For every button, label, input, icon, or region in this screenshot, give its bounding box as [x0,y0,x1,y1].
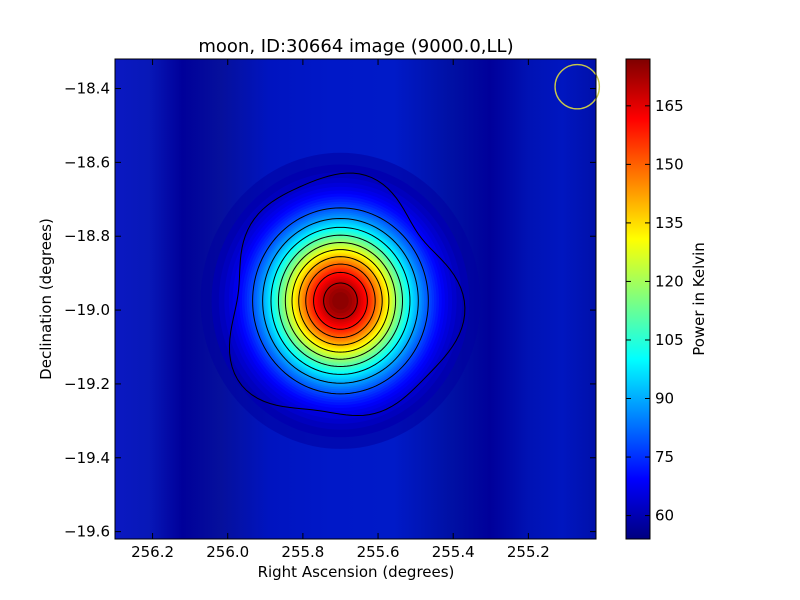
contour-line [284,241,397,360]
contour-line [291,249,390,353]
x-tick-label: 255.4 [432,543,475,561]
source-band [332,292,349,310]
colorbar-label: Power in Kelvin [690,242,708,356]
colorbar-gradient [625,58,651,540]
contour-line [262,217,419,384]
contour-line [277,234,404,368]
colorbar-tick-label: 135 [655,214,684,232]
beam-marker [554,63,601,110]
y-axis-ticks: −18.4 −18.6 −18.8 −19.0 −19.2 −19.4 −19.6 [64,80,596,541]
contour-line [313,271,368,330]
y-tick-label: −18.4 [64,80,110,98]
colorbar-tick-label: 60 [655,507,674,525]
colorbar: 60 75 90 105 120 135 150 165 Power in Kelvin [625,58,708,540]
y-tick-label: −19.4 [64,449,110,467]
colorbar-tick-label: 165 [655,97,684,115]
plot-area [114,58,601,540]
colorbar-ticks: 60 75 90 105 120 135 150 165 [626,97,684,525]
y-tick-label: −18.6 [64,153,110,171]
x-tick-label: 256.2 [131,543,174,561]
contour-line [228,172,466,417]
colorbar-tick-label: 105 [655,331,684,349]
y-tick-label: −18.8 [64,227,110,245]
y-axis-label: Declination (degrees) [37,218,55,380]
colorbar-tick-label: 150 [655,155,684,173]
y-tick-label: −19.0 [64,301,110,319]
contour-layer [228,172,466,417]
contour-line [323,282,358,320]
x-axis-label: Right Ascension (degrees) [258,563,455,581]
colorbar-tick-label: 75 [655,448,674,466]
contour-line [252,207,429,395]
y-tick-label: −19.2 [64,375,110,393]
colorbar-tick-label: 120 [655,272,684,290]
contour-line [305,263,376,339]
x-tick-label: 255.2 [507,543,550,561]
chart-title: moon, ID:30664 image (9000.0,LL) [198,36,513,57]
source-layer [200,152,481,449]
y-tick-label: −19.6 [64,523,110,541]
contour-line [298,256,383,346]
x-axis-ticks: 256.2 256.0 255.8 255.6 255.4 255.2 [131,59,550,561]
contour-line [270,226,411,375]
x-tick-label: 255.6 [357,543,400,561]
x-tick-label: 255.8 [281,543,324,561]
colorbar-tick-label: 90 [655,390,674,408]
plot-frame [114,58,597,540]
x-tick-label: 256.0 [206,543,249,561]
